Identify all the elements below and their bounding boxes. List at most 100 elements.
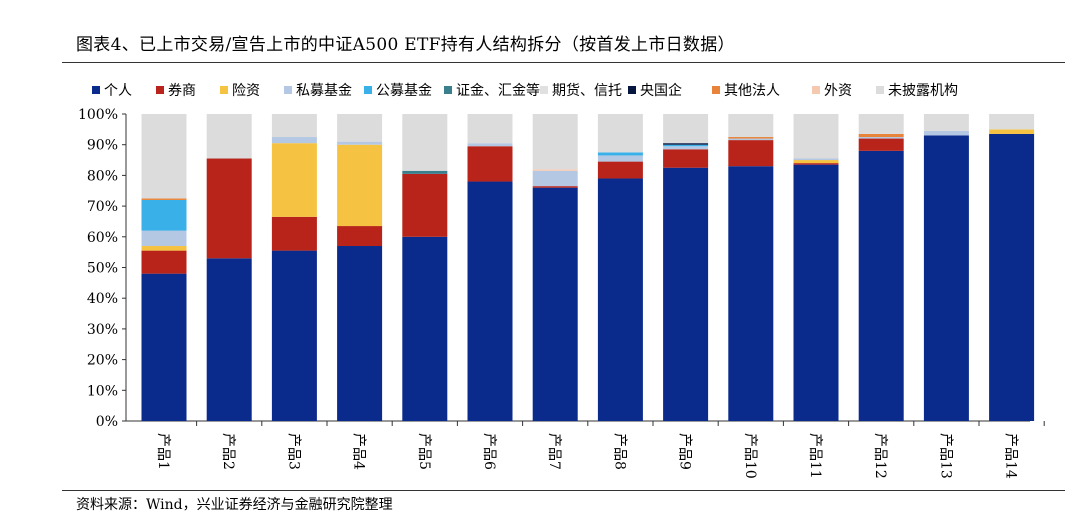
legend-item: 私募基金 bbox=[284, 80, 352, 100]
y-tick-label: 10% bbox=[87, 383, 118, 399]
legend-label: 私募基金 bbox=[296, 83, 352, 99]
legend-swatch bbox=[284, 86, 292, 94]
bar-segment bbox=[663, 144, 709, 147]
bar-segment bbox=[793, 163, 839, 165]
bar-segment bbox=[597, 152, 643, 156]
bar-segment bbox=[728, 137, 774, 139]
bar-segment bbox=[858, 138, 904, 151]
legend-label: 外资 bbox=[824, 83, 852, 99]
legend-item: 外资 bbox=[812, 80, 852, 100]
bar-segment bbox=[271, 250, 317, 421]
bar-segment bbox=[663, 146, 709, 150]
bar-segment bbox=[206, 158, 252, 259]
bar-segment bbox=[989, 129, 1035, 134]
bar-segment bbox=[532, 114, 578, 170]
x-tick-label: 产品11 bbox=[807, 433, 823, 479]
bar-segment bbox=[337, 114, 383, 142]
legend-swatch bbox=[628, 86, 636, 94]
legend-label: 个人 bbox=[104, 83, 132, 99]
legend-label: 证金、汇金等 bbox=[456, 83, 540, 99]
x-tick-label: 产品6 bbox=[481, 433, 497, 470]
legend-swatch bbox=[220, 86, 228, 94]
bar-segment bbox=[923, 135, 969, 422]
bar-segment bbox=[141, 246, 187, 251]
x-tick-label: 产品2 bbox=[220, 433, 236, 470]
bar-segment bbox=[532, 186, 578, 188]
bar-segment bbox=[271, 143, 317, 217]
bar-segment bbox=[793, 158, 839, 161]
bar-segment bbox=[141, 198, 187, 200]
bar-segment bbox=[141, 273, 187, 421]
legend-item: 其他法人 bbox=[712, 80, 780, 100]
x-tick-label: 产品10 bbox=[742, 433, 758, 479]
x-tick-label: 产品9 bbox=[677, 433, 693, 470]
bar-segment bbox=[206, 114, 252, 159]
bar-segment bbox=[467, 143, 513, 147]
bar-segment bbox=[532, 169, 578, 171]
legend-swatch bbox=[712, 86, 720, 94]
legend-swatch bbox=[156, 86, 164, 94]
bar-segment bbox=[597, 161, 643, 179]
bar-segment bbox=[858, 114, 904, 134]
source-divider bbox=[62, 490, 1065, 491]
legend-label: 央国企 bbox=[640, 83, 682, 99]
bar-segment bbox=[141, 250, 187, 274]
bar-segment bbox=[402, 236, 448, 421]
bar-segment bbox=[923, 114, 969, 131]
legend-item: 期货、信托 bbox=[540, 80, 622, 100]
x-tick-label: 产品7 bbox=[546, 433, 562, 470]
legend-item: 央国企 bbox=[628, 80, 682, 100]
bar-segment bbox=[989, 133, 1035, 421]
legend-item: 证金、汇金等 bbox=[444, 80, 540, 100]
source-note: 资料来源：Wind，兴业证券经济与金融研究院整理 bbox=[76, 497, 393, 513]
legend-swatch bbox=[876, 86, 884, 94]
bar-segment bbox=[271, 137, 317, 144]
x-tick-label: 产品13 bbox=[937, 433, 953, 479]
legend-label: 券商 bbox=[168, 83, 196, 99]
bar-segment bbox=[728, 138, 774, 141]
legend-label: 公募基金 bbox=[376, 83, 432, 99]
bar-segment bbox=[402, 170, 448, 174]
chart-title: 图表4、已上市交易/宣告上市的中证A500 ETF持有人结构拆分（按首发上市日数… bbox=[76, 35, 735, 55]
legend-label: 期货、信托 bbox=[552, 83, 622, 99]
bar-segment bbox=[532, 170, 578, 187]
chart-plot: 0% 10% 20% 30% 40% 50% 60% 70% 80% 90% 100% 产品1 产品2 产… bbox=[78, 107, 1045, 479]
legend-swatch bbox=[540, 86, 548, 94]
bar-segment bbox=[989, 114, 1035, 130]
x-tick-label: 产品3 bbox=[285, 433, 301, 470]
legend-label: 险资 bbox=[232, 83, 260, 99]
bar-segment bbox=[858, 137, 904, 139]
bar-segment bbox=[141, 114, 187, 199]
y-tick-label: 90% bbox=[87, 138, 118, 154]
y-tick-label: 80% bbox=[87, 168, 118, 184]
bar-segment bbox=[337, 246, 383, 421]
legend-label: 未披露机构 bbox=[888, 83, 958, 99]
x-tick-label: 产品5 bbox=[416, 433, 432, 470]
title-divider bbox=[62, 62, 1065, 63]
bar-segment bbox=[206, 258, 252, 421]
bar-segment bbox=[402, 114, 448, 171]
y-tick-label: 70% bbox=[87, 199, 118, 215]
bar-segment bbox=[467, 146, 513, 182]
bar-segment bbox=[337, 141, 383, 145]
y-tick-label: 30% bbox=[87, 322, 118, 338]
legend-swatch bbox=[92, 86, 100, 94]
bar-segment bbox=[858, 150, 904, 421]
legend-swatch bbox=[444, 86, 452, 94]
legend-item: 公募基金 bbox=[364, 80, 432, 100]
bar-segment bbox=[793, 164, 839, 421]
x-tick-label: 产品12 bbox=[872, 433, 888, 479]
bar-segment bbox=[141, 199, 187, 231]
legend-item: 险资 bbox=[220, 80, 260, 100]
bar-segment bbox=[728, 166, 774, 421]
x-tick-label: 产品4 bbox=[351, 433, 367, 470]
legend-item: 未披露机构 bbox=[876, 80, 958, 100]
bar-segment bbox=[402, 173, 448, 237]
bar-segment bbox=[597, 155, 643, 162]
bar-segment bbox=[728, 114, 774, 138]
y-tick-label: 60% bbox=[87, 230, 118, 246]
bar-segment bbox=[532, 187, 578, 421]
x-tick-label: 产品14 bbox=[1003, 433, 1019, 479]
legend-item: 个人 bbox=[92, 80, 132, 100]
legend-item: 券商 bbox=[156, 80, 196, 100]
